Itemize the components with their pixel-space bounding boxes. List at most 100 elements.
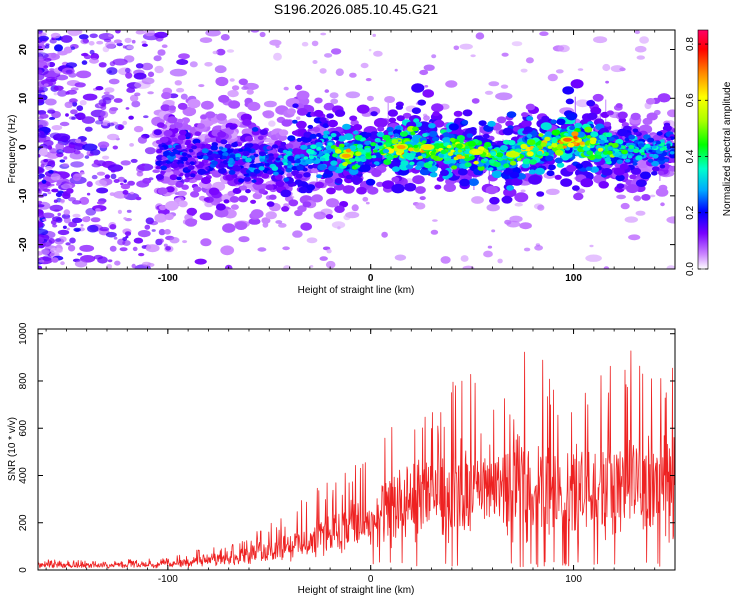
spectrogram-cell: [271, 166, 279, 171]
spectrogram-cell: [38, 98, 44, 104]
spectrogram-cell: [439, 143, 445, 147]
spectrogram-cell: [296, 90, 310, 100]
spectrogram-cell: [248, 167, 253, 171]
y-tick-label: 800: [18, 372, 29, 389]
spectrogram-cell: [107, 133, 119, 141]
spectrogram-cell: [71, 200, 82, 205]
spectrogram-cell: [334, 205, 345, 213]
spectrogram-cell: [231, 142, 239, 148]
spectrogram-cell: [501, 52, 509, 57]
spectrogram-cell: [411, 107, 421, 114]
spectrogram-cell: [56, 149, 64, 155]
spectrogram-cell: [49, 38, 57, 44]
spectrogram-cell: [189, 173, 196, 178]
spectrogram-cell: [508, 140, 516, 146]
spectrogram-cell: [281, 119, 293, 127]
spectrogram-cell: [487, 245, 493, 249]
spectrogram-cell: [619, 67, 626, 72]
spectrogram-cell: [411, 83, 425, 93]
spectrogram-cell: [137, 230, 151, 238]
spectrogram-cell: [177, 163, 185, 168]
spectrogram-cell: [162, 160, 167, 164]
spectrogram-cell: [105, 231, 117, 238]
spectrogram-cell: [268, 120, 276, 127]
spectrogram-cell: [38, 56, 44, 62]
spectrogram-cell: [266, 145, 272, 150]
spectrogram-cell: [395, 126, 402, 130]
spectrogram-cell: [555, 135, 561, 139]
spectrogram-cell: [84, 126, 93, 132]
spectrogram-cell: [547, 164, 556, 171]
spectrogram-cell: [462, 109, 473, 117]
spectrogram-cell: [671, 128, 675, 133]
spectrogram-cell: [91, 162, 102, 168]
spectrogram-cell: [503, 187, 517, 198]
spectrogram-cell: [234, 221, 248, 231]
spectrogram-cell: [415, 165, 422, 171]
spectrogram-cell: [365, 178, 376, 186]
spectrogram-cell: [71, 46, 75, 50]
spectrogram-cell: [206, 155, 214, 161]
spectrogram-cell: [71, 116, 76, 120]
spectrogram-hotspot: [562, 137, 572, 142]
spectrogram-cell: [275, 44, 280, 48]
spectrogram-cell: [589, 139, 597, 145]
spectrogram-cell: [484, 90, 494, 95]
spectrogram-cell: [212, 50, 219, 55]
spectrogram-cell: [70, 109, 78, 115]
spectrogram-cell: [62, 163, 69, 167]
spectrogram-cell: [44, 98, 57, 106]
spectrogram-cell: [38, 40, 41, 44]
spectrogram-cell: [649, 153, 654, 157]
spectrogram-cell: [106, 67, 118, 75]
spectrogram-cell: [579, 141, 585, 145]
spectrogram-cell: [509, 171, 520, 179]
spectrogram-cell: [183, 167, 190, 172]
spectrogram-cell: [57, 90, 68, 97]
spectrogram-cell: [202, 155, 209, 160]
spectrogram-cell: [448, 123, 459, 131]
spectrogram-cell: [493, 161, 502, 168]
spectrogram-cell: [457, 149, 462, 153]
spectrogram-cell: [247, 143, 254, 148]
spectrogram-cell: [453, 45, 460, 51]
spectrogram-cell: [417, 99, 427, 106]
spectrogram-cell: [409, 161, 415, 166]
colorbar-label: Normalized spectral amplitude: [722, 81, 733, 216]
spectrogram-cell: [72, 101, 78, 107]
spectrogram-cell: [43, 159, 49, 163]
spectrogram-cell: [286, 173, 293, 178]
spectrogram-cell: [226, 49, 235, 53]
spectrogram-cell: [417, 155, 423, 160]
spectrogram-cell: [633, 195, 642, 202]
spectrogram-cell: [248, 218, 261, 225]
spectrogram-cell: [283, 265, 291, 269]
spectrogram-cell: [599, 140, 605, 145]
spectrogram-cell: [287, 135, 296, 142]
spectrogram-cell: [629, 174, 637, 180]
spectrogram-cell: [377, 142, 383, 146]
spectrogram-cell: [621, 145, 626, 149]
spectrogram-cell: [326, 150, 332, 154]
spectrogram-cell: [477, 165, 485, 171]
spectrogram-cell: [666, 137, 672, 141]
spectrogram-cell: [327, 142, 333, 146]
spectrogram-cell: [161, 92, 172, 100]
spectrogram-cell: [616, 183, 625, 189]
spectrogram-cell: [449, 137, 456, 142]
spectrogram-cell: [624, 216, 638, 223]
spectrogram-cell: [302, 201, 312, 208]
spectrogram-cell: [540, 142, 547, 147]
spectrogram-cell: [296, 108, 308, 116]
spectrogram-cell: [223, 199, 230, 204]
spectrogram-cell: [277, 155, 283, 159]
spectrogram-cell: [354, 134, 363, 141]
spectrogram-cell: [644, 143, 651, 148]
spectrogram-cell: [400, 160, 409, 166]
spectrogram-cell: [482, 133, 490, 139]
spectrogram-cell: [114, 260, 121, 266]
spectrogram-cell: [325, 214, 334, 220]
spectrogram-cell: [547, 73, 558, 82]
spectrogram-cell: [320, 32, 327, 36]
spectrogram-cell: [168, 157, 175, 162]
